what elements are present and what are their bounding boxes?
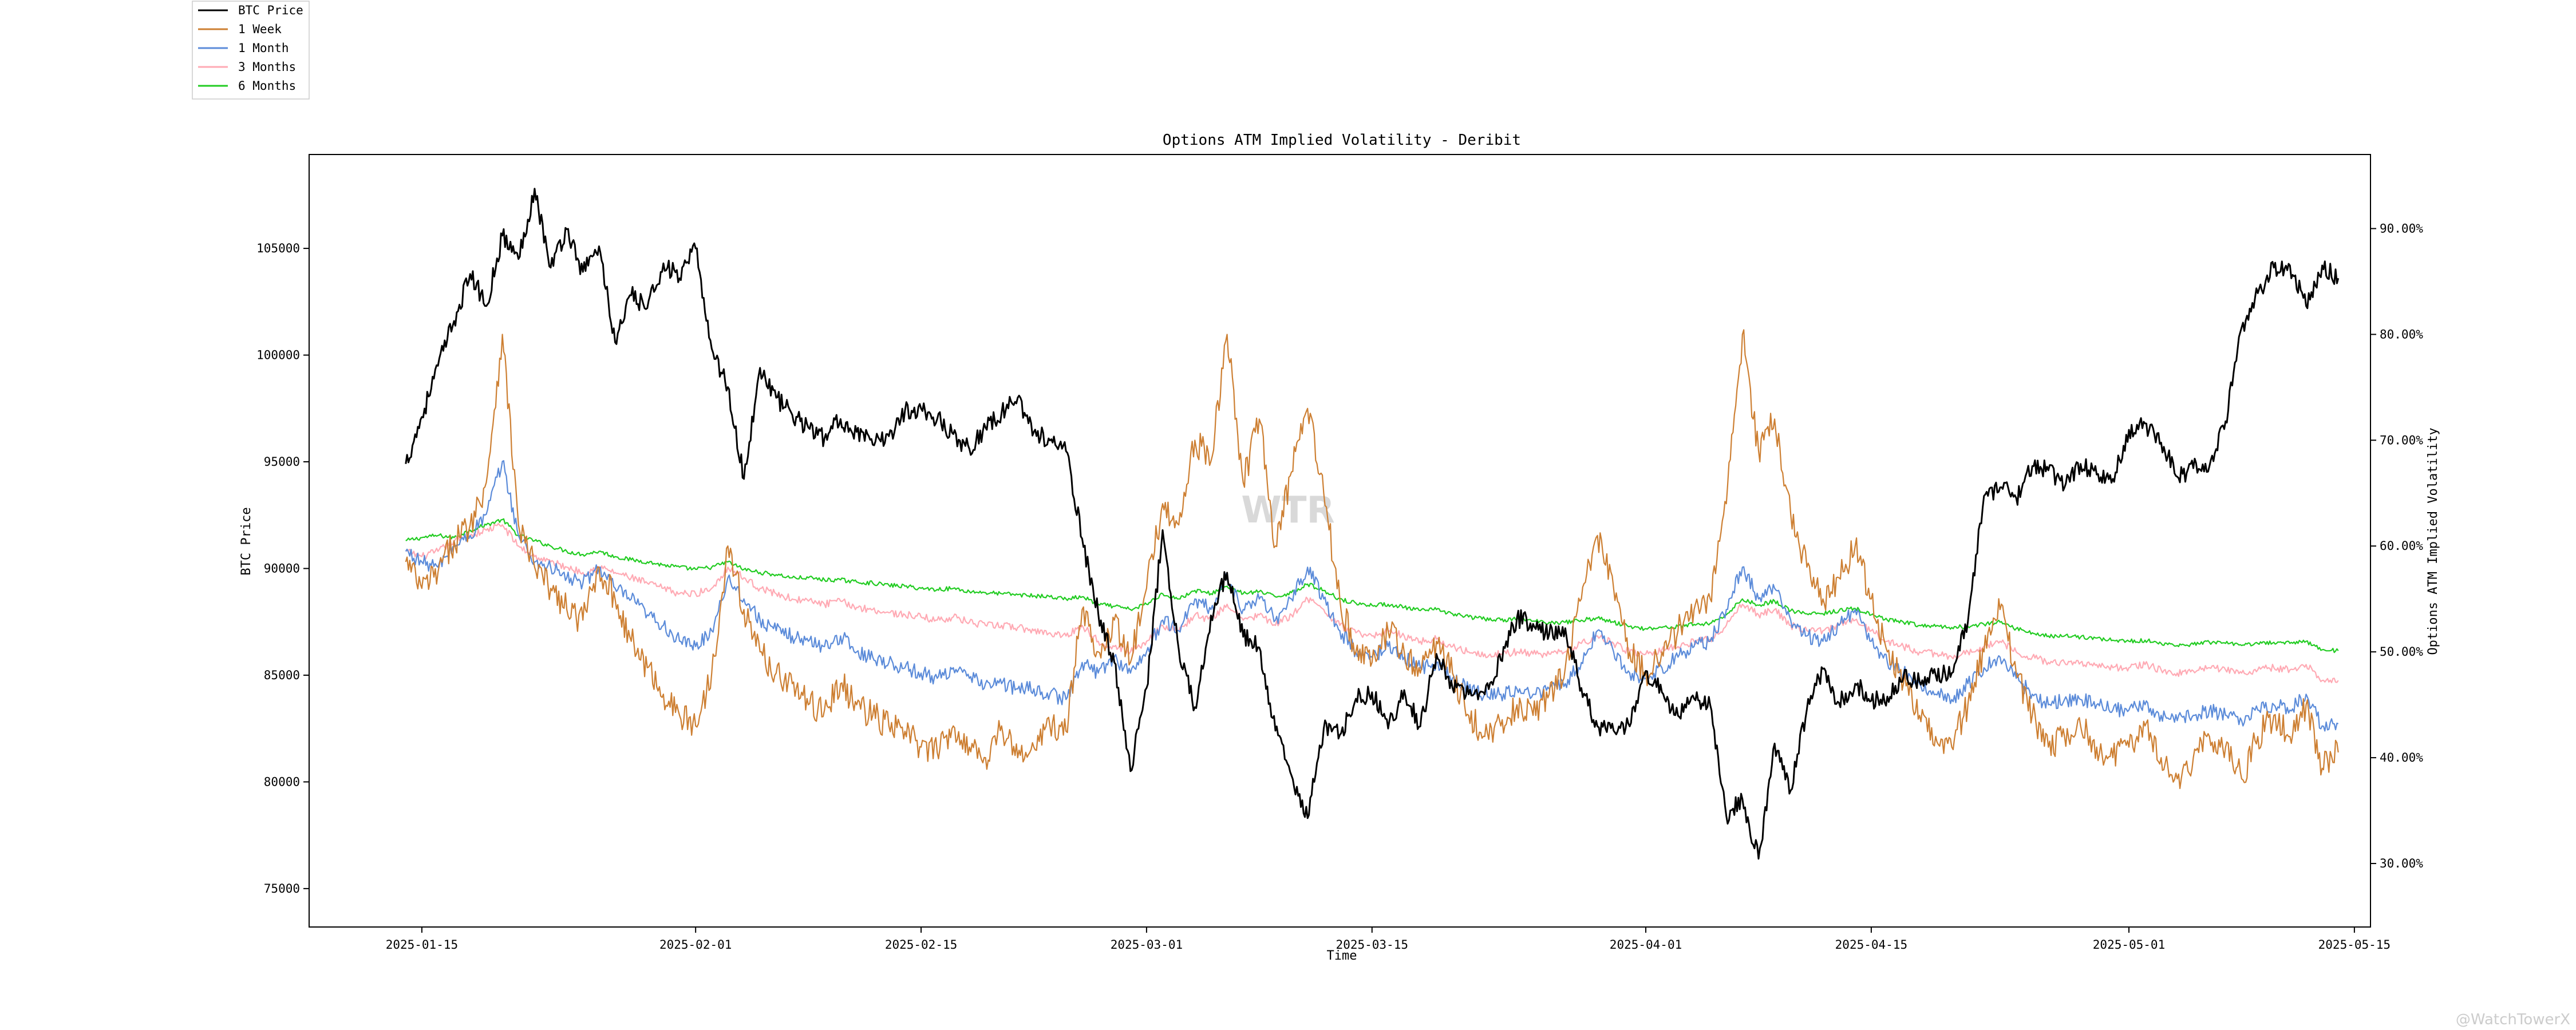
y-axis-left: 75000 80000 85000 90000 95000 100000 105000: [256, 241, 309, 896]
legend-label: 6 Months: [238, 79, 296, 93]
y-left-tick-label: 105000: [256, 241, 300, 255]
y-axis-right: 30.00% 40.00% 50.00% 60.00% 70.00% 80.00% 90.0…: [2370, 221, 2423, 870]
series-line-3-months: [405, 522, 2339, 683]
credit-text: @WatchTowerX: [2456, 1011, 2570, 1028]
x-tick-label: 2025-05-15: [2318, 938, 2391, 952]
series-line-btc-price: [405, 188, 2340, 860]
x-tick-label: 2025-02-01: [659, 938, 732, 952]
x-tick-label: 2025-04-01: [1610, 938, 1682, 952]
x-tick-label: 2025-03-01: [1111, 938, 1183, 952]
y-right-tick-label: 90.00%: [2380, 221, 2423, 235]
legend-label: 1 Week: [238, 22, 282, 36]
legend: BTC Price 1 Week 1 Month 3 Months 6 Months: [192, 1, 310, 100]
x-axis: 2025-01-15 2025-02-01 2025-02-15 2025-03-01…: [386, 927, 2391, 952]
x-tick-label: 2025-03-15: [1336, 938, 1408, 952]
series-group: [405, 188, 2340, 860]
chart-title: Options ATM Implied Volatility - Deribit: [1163, 132, 1521, 149]
y-right-tick-label: 70.00%: [2380, 433, 2423, 447]
y-left-tick-label: 85000: [264, 668, 300, 682]
legend-label: 1 Month: [238, 41, 289, 55]
series-line-1-week: [405, 329, 2339, 789]
series-line-6-months: [405, 518, 2339, 653]
y-right-tick-label: 30.00%: [2380, 857, 2423, 870]
x-axis-title: Time: [1327, 949, 1357, 963]
x-tick-label: 2025-04-15: [1835, 938, 1907, 952]
legend-label: 3 Months: [238, 60, 296, 74]
x-tick-label: 2025-05-01: [2093, 938, 2165, 952]
y-axis-left-title: BTC Price: [239, 507, 254, 575]
y-left-tick-label: 90000: [264, 561, 300, 575]
y-left-tick-label: 95000: [264, 455, 300, 469]
y-right-tick-label: 80.00%: [2380, 327, 2423, 341]
legend-label: BTC Price: [238, 3, 303, 17]
legend-box: [192, 1, 310, 100]
plot-frame: [309, 154, 2371, 928]
y-left-tick-label: 75000: [264, 882, 300, 896]
x-tick-label: 2025-01-15: [386, 938, 458, 952]
y-axis-right-title: Options ATM Implied Volatility: [2426, 427, 2440, 655]
y-right-tick-label: 50.00%: [2380, 645, 2423, 659]
y-left-tick-label: 80000: [264, 775, 300, 789]
y-right-tick-label: 40.00%: [2380, 751, 2423, 764]
x-tick-label: 2025-02-15: [885, 938, 957, 952]
y-right-tick-label: 60.00%: [2380, 539, 2423, 553]
y-left-tick-label: 100000: [256, 348, 300, 362]
